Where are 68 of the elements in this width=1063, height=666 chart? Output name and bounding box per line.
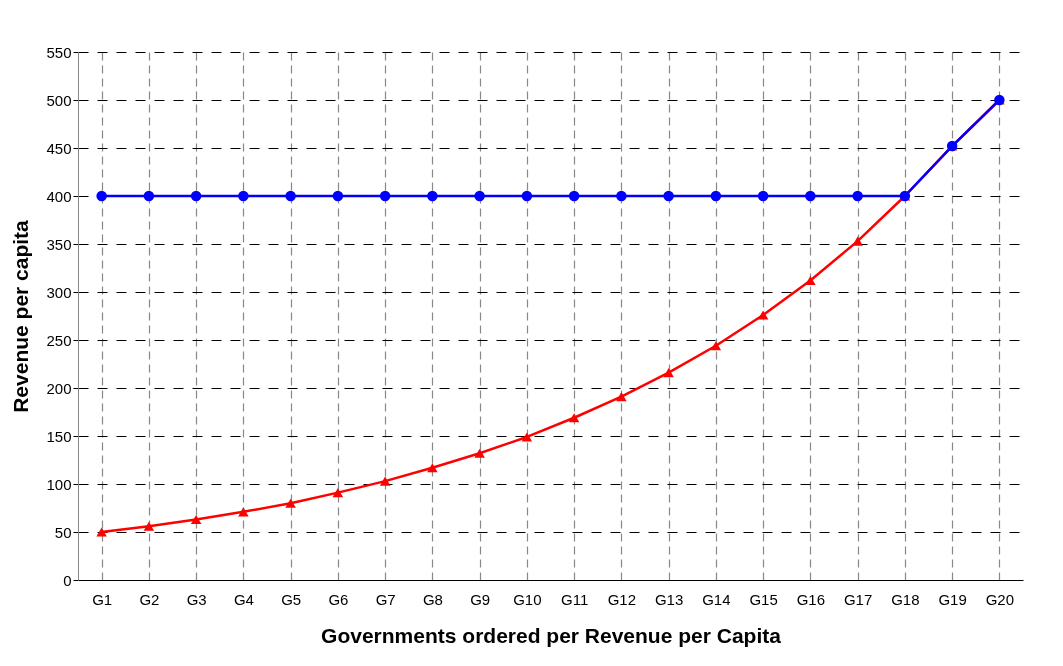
point — [616, 190, 627, 202]
x-tick-label: G9 — [470, 590, 491, 608]
point — [143, 521, 155, 531]
point — [710, 341, 722, 351]
point — [616, 392, 627, 402]
point — [568, 413, 580, 423]
x-tick-label: G3 — [186, 590, 207, 608]
point — [379, 476, 391, 486]
point — [568, 190, 580, 202]
x-tick-label: G20 — [985, 590, 1015, 608]
y-tick-label: 500 — [46, 91, 72, 109]
point — [663, 190, 674, 202]
point — [710, 190, 722, 202]
point — [379, 190, 391, 202]
y-tick-label: 150 — [46, 427, 72, 445]
x-tick-label: G11 — [561, 590, 589, 608]
point — [96, 527, 107, 537]
point — [238, 190, 249, 202]
y-tick-label: 550 — [46, 43, 72, 61]
point — [852, 236, 863, 246]
point — [757, 190, 769, 202]
point — [238, 507, 249, 517]
point — [427, 190, 438, 202]
x-tick-label: G12 — [607, 590, 637, 608]
point — [332, 190, 344, 202]
y-tick-label: 100 — [46, 475, 72, 493]
y-tick-label: 400 — [46, 187, 72, 205]
x-tick-label: G14 — [702, 590, 731, 608]
point — [521, 190, 533, 202]
y-axis-title: Revenue per capita — [9, 219, 33, 413]
x-tick-label: G15 — [749, 590, 778, 608]
point — [285, 498, 296, 508]
y-tick-label: 450 — [46, 139, 72, 157]
point — [521, 432, 533, 442]
y-tick-label: 350 — [46, 235, 72, 253]
point — [190, 514, 202, 525]
x-tick-label: G2 — [139, 590, 160, 608]
x-tick-label: G17 — [843, 590, 873, 608]
x-axis-title: Governments ordered per Revenue per Capita — [321, 623, 782, 647]
y-tick-label: 250 — [46, 331, 72, 349]
x-tick-label: G8 — [422, 590, 443, 608]
x-tick-label: G7 — [375, 590, 396, 608]
point — [332, 488, 344, 498]
point — [427, 463, 438, 473]
point — [474, 448, 485, 458]
y-tick-label: 200 — [46, 379, 72, 397]
y-tick-label: 50 — [54, 523, 72, 541]
point — [663, 368, 674, 378]
point — [285, 190, 296, 202]
x-tick-label: G19 — [938, 590, 967, 608]
point — [143, 190, 155, 202]
x-tick-label: G5 — [281, 590, 302, 608]
point — [757, 310, 769, 320]
y-tick-label: 0 — [63, 571, 72, 589]
point — [805, 190, 816, 202]
x-tick-label: G10 — [513, 590, 542, 608]
x-tick-label: G16 — [796, 590, 826, 608]
x-tick-label: G6 — [328, 590, 349, 608]
y-tick-label: 300 — [46, 283, 72, 301]
x-tick-label: G13 — [654, 590, 684, 608]
point — [852, 190, 863, 202]
point — [805, 275, 816, 286]
x-tick-label: G18 — [891, 590, 920, 608]
point — [474, 190, 485, 202]
point — [190, 190, 202, 202]
x-tick-label: G1 — [92, 590, 113, 608]
point — [96, 190, 107, 202]
x-tick-label: G4 — [233, 590, 254, 608]
